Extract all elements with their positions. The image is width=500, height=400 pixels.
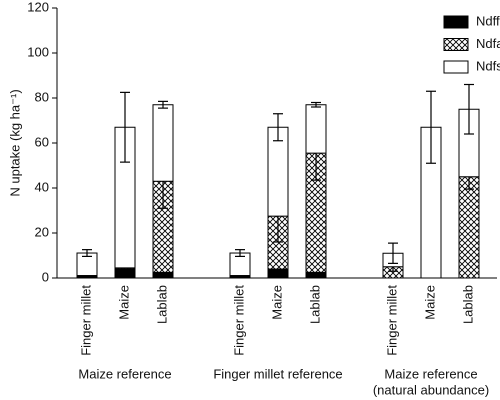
legend-label: Ndfs — [476, 58, 500, 73]
error-bar — [235, 249, 245, 257]
y-tick-label: 20 — [35, 224, 49, 239]
group-label: (natural abundance) — [373, 382, 489, 397]
y-tick-label: 120 — [27, 0, 49, 14]
bar-segment — [305, 104, 327, 154]
group-label: Maize reference — [384, 366, 477, 381]
bar-segment — [152, 271, 174, 279]
x-tick-label: Finger millet — [384, 285, 399, 356]
legend-label: Ndfa — [476, 36, 500, 51]
x-tick-label: Lablab — [460, 285, 475, 324]
legend-swatch — [443, 60, 469, 74]
x-tick-label: Lablab — [154, 285, 169, 324]
y-tick-label: 60 — [35, 134, 49, 149]
legend-swatch — [443, 15, 469, 29]
error-bar — [158, 100, 168, 109]
bar-segment — [458, 176, 480, 279]
error-bar — [388, 242, 398, 264]
legend-swatch — [443, 38, 469, 51]
bar-segment — [114, 268, 136, 279]
error-bar — [120, 91, 130, 163]
x-tick-label: Maize — [422, 285, 437, 320]
x-tick-label: Finger millet — [78, 285, 93, 356]
error-bar — [273, 113, 283, 142]
group-label: Maize reference — [78, 366, 171, 381]
x-tick-label: Finger millet — [231, 285, 246, 356]
y-tick-label: 100 — [27, 44, 49, 59]
bar-segment — [152, 104, 174, 182]
x-tick-label: Lablab — [307, 285, 322, 324]
error-bar — [464, 83, 474, 135]
y-axis-label: N uptake (kg ha⁻¹) — [7, 89, 22, 196]
error-bar — [426, 90, 436, 164]
group-label: Finger millet reference — [213, 366, 342, 381]
x-tick-label: Maize — [116, 285, 131, 320]
y-tick-label: 80 — [35, 89, 49, 104]
error-bar — [82, 249, 92, 257]
error-bar — [311, 101, 321, 108]
x-tick-label: Maize — [269, 285, 284, 320]
y-tick-label: 0 — [42, 269, 49, 284]
legend-label: Ndff — [476, 13, 500, 28]
bar-segment — [305, 271, 327, 279]
y-tick-label: 40 — [35, 179, 49, 194]
bar-segment — [267, 268, 289, 279]
